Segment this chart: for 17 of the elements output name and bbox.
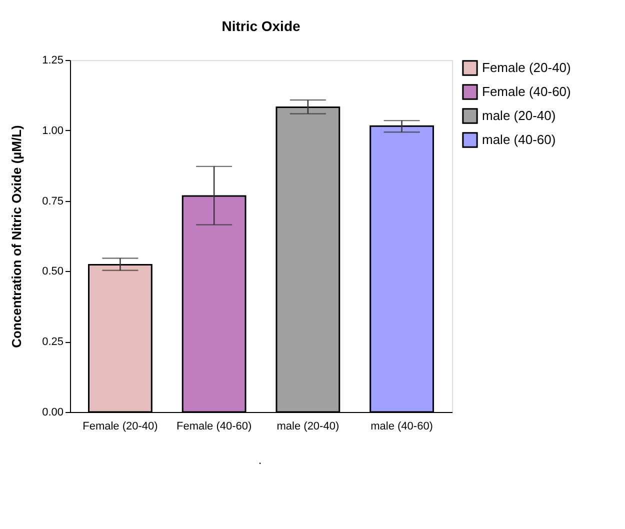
y-tick-label: 1.25 [42,54,64,66]
y-tick-label: 1.00 [42,124,64,137]
x-tick-label: male (20-40) [276,420,340,432]
y-axis-title: Concentration of Nitric Oxide (µM/L) [9,125,24,348]
text: . [258,453,262,467]
legend-label: male (20-40) [482,108,556,123]
y-tick-label: 0.00 [42,406,64,418]
legend-label: Female (20-40) [482,60,571,75]
x-tick-label: Female (20-40) [82,420,158,432]
legend-label: male (40-60) [482,132,556,147]
y-tick-label: 0.25 [42,336,64,348]
chart-title: Nitric Oxide [222,18,300,34]
y-tick-label: 0.50 [42,266,64,278]
legend-label: Female (40-60) [482,84,571,99]
y-tick-label: 0.75 [42,195,64,208]
x-tick-label: Female (40-60) [176,420,252,432]
x-tick-label: male (40-60) [370,420,433,432]
